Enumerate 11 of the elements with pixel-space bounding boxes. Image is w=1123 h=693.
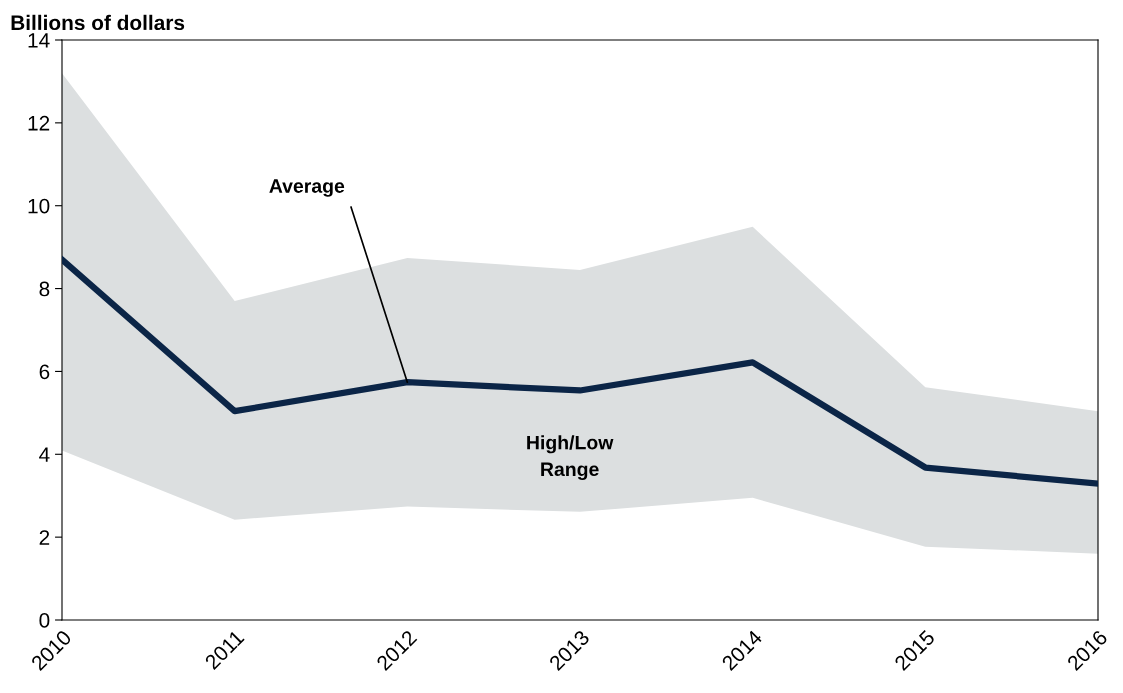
y-tick-label: 0 xyxy=(39,613,50,628)
annotation: High/Low Range xyxy=(527,435,614,481)
y-axis-title: Billions of dollars xyxy=(11,14,185,31)
y-tick-label: 12 xyxy=(28,115,50,131)
y-tick-label: 8 xyxy=(39,281,50,297)
y-tick-label: 10 xyxy=(28,198,50,214)
y-tick-label: 4 xyxy=(39,447,50,462)
y-tick-label: 2 xyxy=(39,530,50,545)
annotation: Average xyxy=(269,179,345,197)
y-tick-label: 14 xyxy=(28,33,50,48)
y-tick-label: 6 xyxy=(39,364,50,380)
